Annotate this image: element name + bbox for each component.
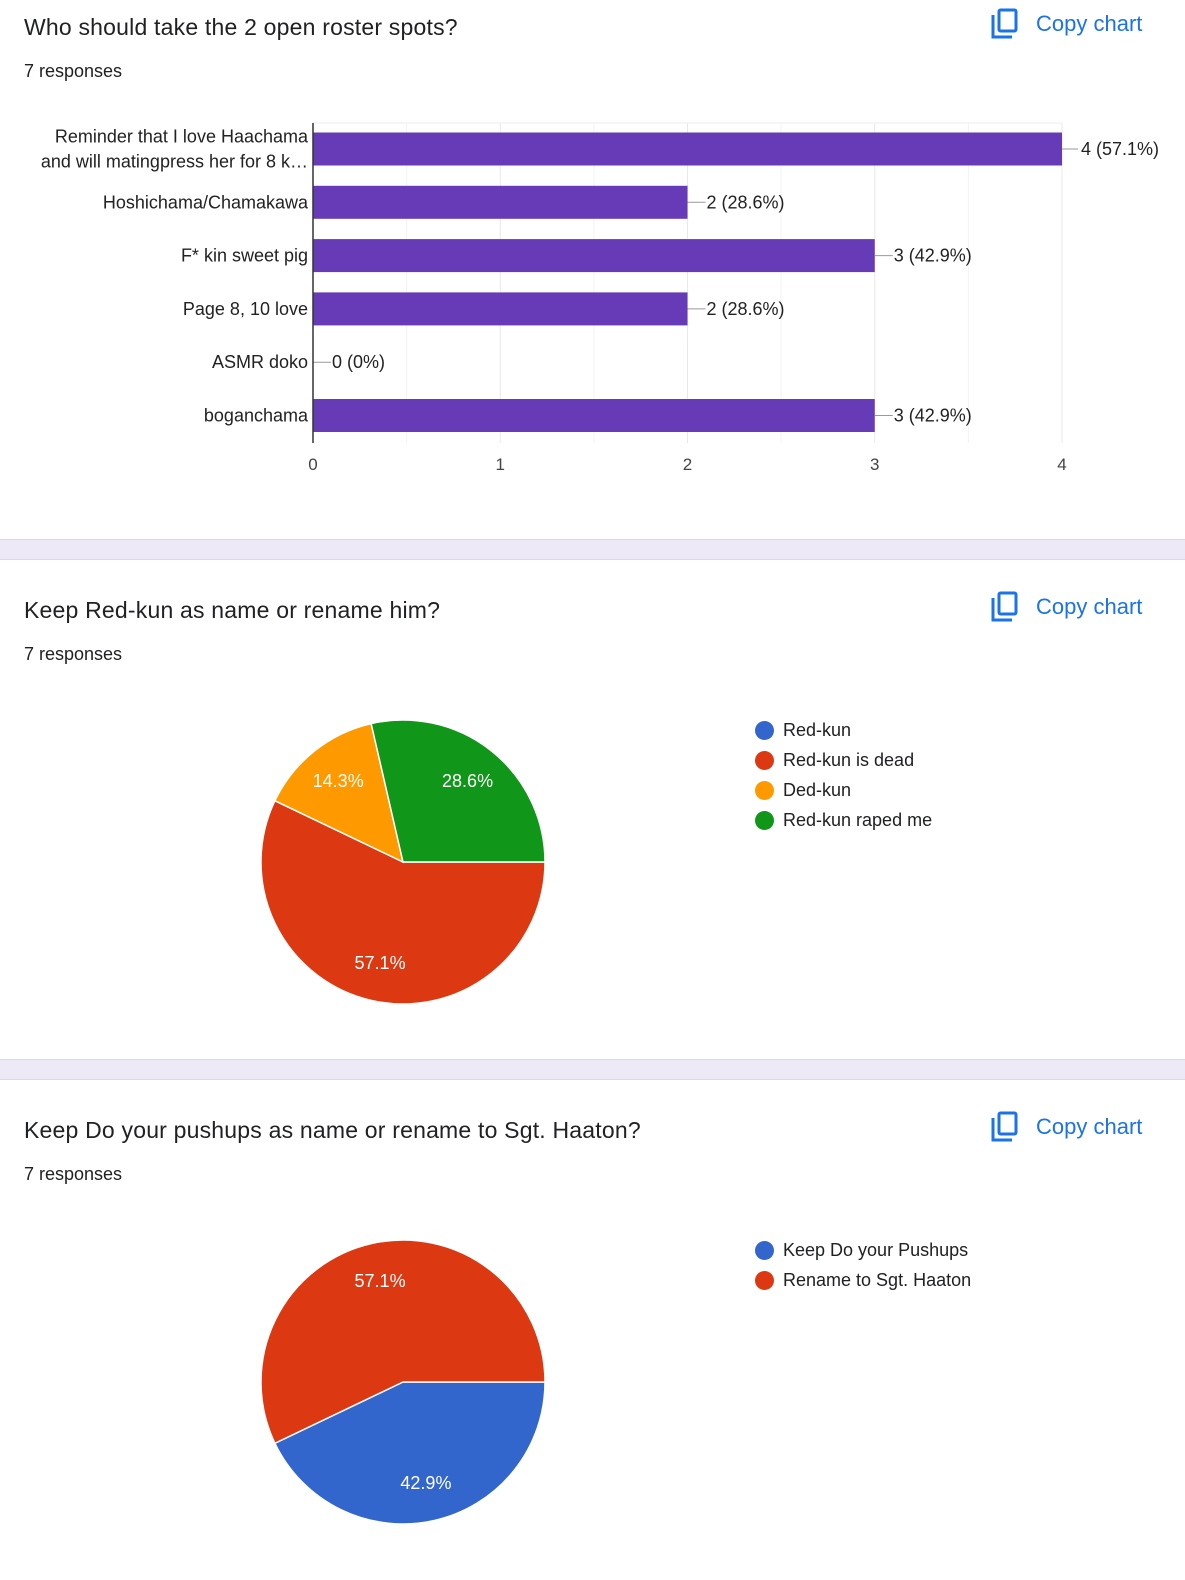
question-title: Who should take the 2 open roster spots? [24,14,458,40]
copy-chart-label: Copy chart [1036,594,1143,619]
pie-chart: 57.1% 14.3% 28.6% [260,719,546,1005]
legend-swatch [755,750,774,770]
question-title: Keep Do your pushups as name or rename t… [24,1117,641,1143]
category-label: F* kin sweet pig [181,246,308,266]
category-label: boganchama [204,406,309,426]
data-label: 2 (28.6%) [707,299,785,319]
legend-swatch [755,1240,774,1260]
copy-icon [991,8,1018,39]
bar-chart: 0 1 2 3 4 Reminder that I love Haachama and wi… [41,122,1159,474]
question-title: Keep Red-kun as name or rename him? [24,597,441,623]
slice-label: 57.1% [355,953,406,973]
category-label: ASMR doko [212,352,308,372]
data-label: 3 (42.9%) [894,406,972,426]
copy-icon [991,1111,1018,1142]
legend-item: Red-kun [755,715,932,745]
legend-swatch [755,810,774,830]
category-label: Page 8, 10 love [183,299,308,319]
slice-label: 28.6% [442,771,493,791]
response-count: 7 responses [24,1164,123,1184]
response-count: 7 responses [24,61,123,81]
bar [313,185,688,219]
legend-label: Rename to Sgt. Haaton [783,1269,972,1290]
legend-label: Red-kun is dead [783,749,915,770]
pie-slice [273,722,405,864]
legend-swatch [755,720,774,740]
pie-slice [370,719,546,863]
data-label: 0 (0%) [332,352,385,372]
data-label: 3 (42.9%) [894,246,972,266]
question-card-2: Keep Red-kun as name or rename him? 7 re… [0,560,1185,1059]
chart-legend: Red-kun Red-kun is dead Ded-kun Red-kun rap… [755,715,932,835]
copy-icon [991,591,1018,622]
x-tick-label: 0 [308,455,317,474]
slice-label: 57.1% [355,1271,406,1291]
legend-label: Red-kun raped me [783,809,933,830]
question-card-1: Who should take the 2 open roster spots?… [0,0,1185,540]
chart-legend: Keep Do your Pushups Rename to Sgt. Haato… [755,1235,971,1295]
legend-label: Keep Do your Pushups [783,1239,969,1260]
legend-swatch [755,780,774,800]
copy-chart-label: Copy chart [1036,1114,1143,1139]
bar [313,399,875,432]
x-tick-label: 2 [683,455,692,474]
category-label: and will matingpress her for 8 k… [41,152,308,172]
legend-item: Red-kun is dead [755,745,932,775]
copy-chart-label: Copy chart [1036,11,1143,36]
legend-item: Red-kun raped me [755,805,932,835]
category-label: Reminder that I love Haachama [55,127,309,147]
copy-chart-button[interactable]: Copy chart [990,8,1142,40]
legend-item: Ded-kun [755,775,932,805]
section-divider [0,539,1185,560]
legend-label: Ded-kun [783,779,852,800]
x-tick-label: 3 [870,455,879,474]
data-label: 2 (28.6%) [707,192,785,212]
data-label: 4 (57.1%) [1081,139,1159,159]
legend-swatch [755,1270,774,1290]
copy-chart-button[interactable]: Copy chart [990,1111,1142,1143]
legend-item: Keep Do your Pushups [755,1235,971,1265]
question-card-3: Keep Do your pushups as name or rename t… [0,1080,1185,1525]
pie-chart: 42.9% 57.1% [260,1239,546,1525]
pie-slice [260,1239,546,1445]
copy-chart-button[interactable]: Copy chart [990,591,1142,623]
x-tick-label: 1 [496,455,505,474]
legend-item: Rename to Sgt. Haaton [755,1265,971,1295]
section-divider [0,1059,1185,1080]
response-count: 7 responses [24,644,123,664]
bar [313,292,688,326]
bar [313,132,1062,166]
bar [313,239,875,273]
pie-slice [260,799,546,1005]
slice-label: 42.9% [400,1473,451,1493]
category-label: Hoshichama/Chamakawa [103,192,309,212]
x-tick-label: 4 [1057,455,1066,474]
slice-label: 14.3% [313,771,364,791]
legend-label: Red-kun [783,719,852,740]
